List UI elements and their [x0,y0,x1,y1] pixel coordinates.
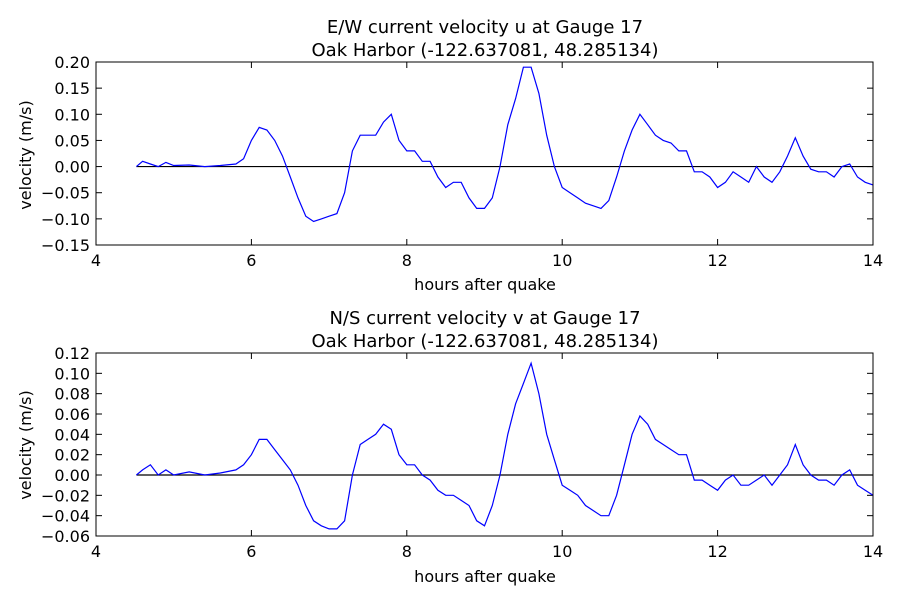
ns-y-tick-label: 0.00 [54,466,90,485]
ew-velocity-line [136,66,874,223]
ns-y-tick-label: −0.04 [41,507,90,526]
ew-x-tick-label: 6 [246,251,256,270]
ew-y-tick-label: 0.00 [54,158,90,177]
ns-chart-subtitle: Oak Harbor (-122.637081, 48.285134) [312,331,659,352]
ns-y-tick-label: 0.08 [54,385,90,404]
ns-x-tick-label: 4 [91,542,101,561]
ns-y-tick-label: −0.02 [41,486,90,505]
ew-y-tick-label: −0.15 [41,236,90,255]
ew-y-tick-label: 0.05 [54,131,90,150]
ns-x-tick-label: 6 [246,542,256,561]
ew-y-axis-label: velocity (m/s) [16,100,35,209]
ns-x-tick-label: 14 [863,542,883,561]
ew-ticks: 4 6 8 10 12 14 −0.15 −0.10 −0.05 0.00 0.05 0.10 0.15… [41,53,883,270]
ns-x-tick-label: 12 [707,542,727,561]
ew-y-tick-label: −0.10 [41,210,90,229]
ew-y-tick-label: 0.10 [54,105,90,124]
ns-ticks: 4 6 8 10 12 14 −0.06−0.04 −0.020.000.02 0.040.06… [41,344,883,561]
ew-velocity-panel: E/W current velocity u at Gauge 17 Oak H… [16,17,883,294]
ns-x-tick-label: 8 [402,542,412,561]
ns-y-tick-label: 0.10 [54,364,90,383]
ns-chart-title: N/S current velocity v at Gauge 17 [329,308,640,329]
ns-y-tick-label: −0.06 [41,527,90,546]
ew-x-tick-label: 4 [91,251,101,270]
ns-y-tick-label: 0.06 [54,405,90,424]
ew-x-tick-label: 10 [552,251,572,270]
ns-y-tick-label: 0.04 [54,425,90,444]
ns-y-axis-label: velocity (m/s) [16,390,35,499]
ns-velocity-panel: N/S current velocity v at Gauge 17 Oak H… [16,308,883,586]
ns-y-tick-label: 0.12 [54,344,90,363]
ns-plot-frame [95,352,874,537]
ns-x-tick-label: 10 [552,542,572,561]
ew-x-tick-label: 14 [863,251,883,270]
ns-y-tick-label: 0.02 [54,446,90,465]
ew-chart-title: E/W current velocity u at Gauge 17 [327,17,643,38]
ew-y-tick-label: −0.05 [41,184,90,203]
ew-x-tick-label: 12 [707,251,727,270]
ew-y-tick-label: 0.20 [54,53,90,72]
ns-x-axis-label: hours after quake [414,567,556,586]
ew-chart-subtitle: Oak Harbor (-122.637081, 48.285134) [312,40,659,61]
ew-x-tick-label: 8 [402,251,412,270]
ew-y-tick-label: 0.15 [54,79,90,98]
ew-x-axis-label: hours after quake [414,275,556,294]
ns-velocity-line [136,361,874,530]
ew-plot-frame [95,61,874,246]
